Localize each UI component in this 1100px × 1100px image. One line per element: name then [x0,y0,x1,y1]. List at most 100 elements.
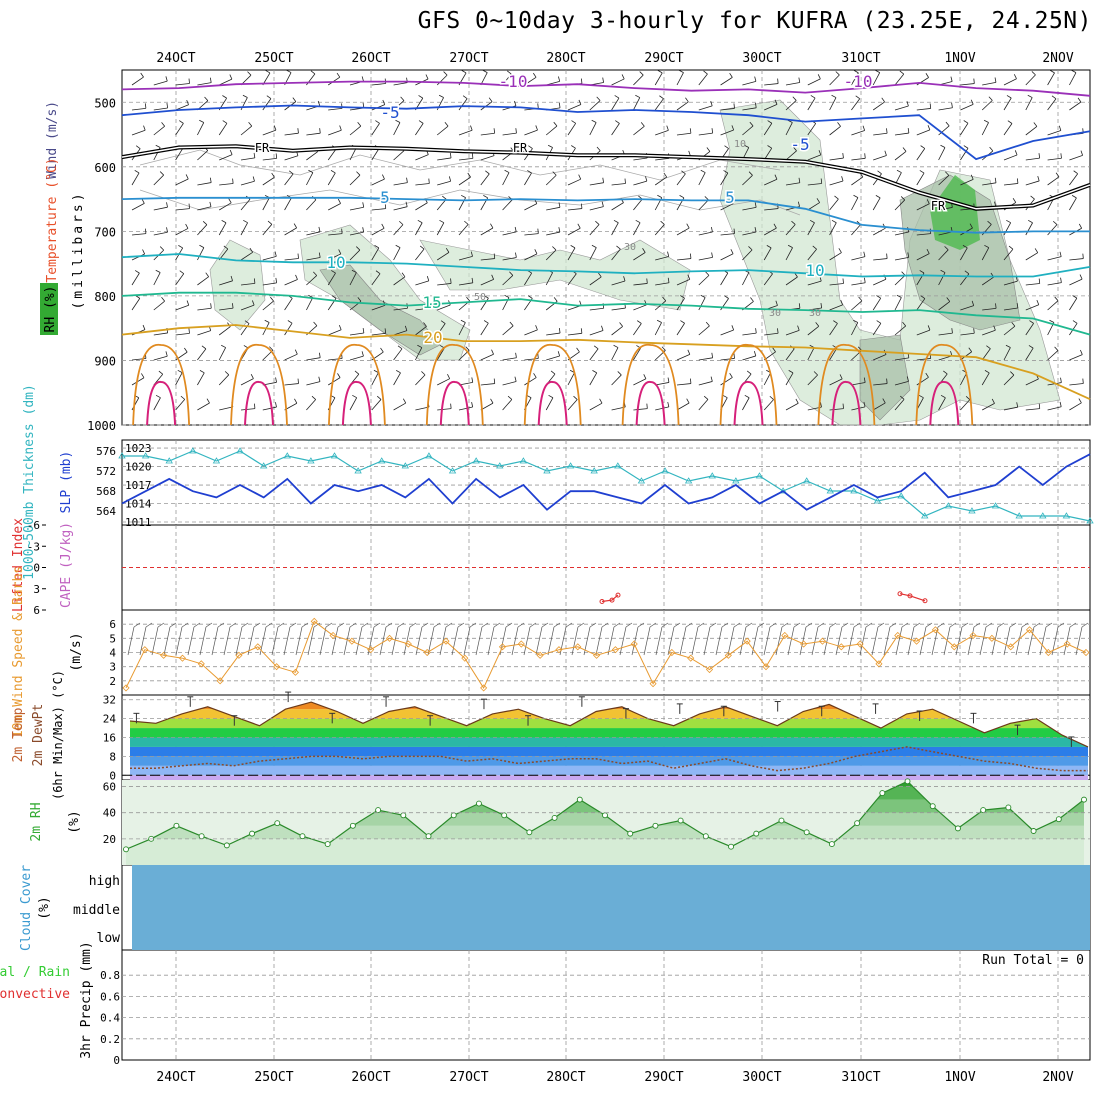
wind-barb [371,273,381,286]
wind-barb [763,273,773,286]
wind-barb-flag [514,100,517,106]
wind10-barb-flag [985,622,993,628]
wind-barb-flag [613,219,619,224]
wind-barb [153,397,161,411]
wind-barb [981,100,993,111]
rh-contour-label: 30 [809,308,821,319]
wind-barb [545,174,557,186]
wind-barb [567,247,576,261]
wind-barb [349,206,364,211]
wind-barb [851,130,865,136]
wind-barb-flag [1008,245,1014,250]
wind10-point [197,660,205,668]
wind-barb-flag [199,119,204,123]
rh-shade [719,99,1061,426]
wind-barb [611,248,621,261]
wind-barb-flag [507,395,513,400]
wind-barb [655,157,670,161]
wind-barb [262,224,273,236]
wind-barb [153,125,165,136]
wind10-barb-flag [229,622,237,628]
wind-barb [218,326,231,336]
wind-barb-flag [754,76,757,82]
wind-barb [458,256,473,261]
wind-barb [197,307,212,311]
ylabel-millibars: (millibars) [71,190,86,309]
wind-barb [349,231,364,236]
wind-barb [1003,280,1018,286]
wind-barb-flag [205,272,210,277]
wind-barb [175,83,190,86]
wind-barb [676,278,690,286]
wind-barb [328,129,342,136]
rh-point [929,803,936,810]
wind-barb [1047,224,1058,236]
wind-barb [175,372,183,386]
wind-barb [131,107,146,111]
rh-point [501,812,508,819]
wind-barb-flag [835,71,840,76]
wind-barb [153,231,168,236]
wind-barb-flag [362,227,365,233]
wind-barb [262,176,275,186]
wind10-point [837,643,845,651]
wind-barb [676,383,691,386]
wind10-point [950,643,958,651]
wind-barb [1003,97,1012,111]
wind-barb-flag [926,199,930,204]
wind10-point [969,631,977,640]
wind-barb-flag [402,398,407,404]
date-label-bottom: 30OCT [742,1070,781,1085]
wind10-point [442,637,450,645]
wind-barb-flag [635,219,641,224]
wind-barb [393,247,401,261]
thickness-point [189,447,197,454]
rh-shade [419,239,691,311]
wind-barb-flag [361,351,364,357]
wind-barb [807,325,820,336]
wind10-point [705,665,714,674]
cloud-cover-fill [132,865,1090,950]
wind-barb-flag [537,103,539,109]
wind-barb [1003,183,1018,186]
wind-barb [1025,283,1040,286]
wind-barb-flag [986,345,991,349]
wind10-point [611,646,619,654]
precip-tick-label: 0.6 [100,990,120,1003]
wind10-point [329,631,337,640]
wind-barb [916,108,931,111]
wind-barb-flag [250,373,254,379]
thickness-point [472,457,480,464]
wind-barb [524,203,538,211]
wind10-barb [403,626,411,656]
wind-barb-flag [330,170,336,174]
wind10-barb-flag [1081,622,1089,628]
wind-barb-flag [863,251,866,257]
thickness-point [307,457,315,464]
chart-title: GFS 0~10day 3-hourly for KUFRA (23.25E, … [417,8,1092,34]
wind-barb-flag [471,153,474,159]
date-label-top: 30OCT [742,51,781,66]
wind10-barb-flag [505,622,513,628]
wind-barb [327,377,341,386]
wind-barb-flag [490,223,494,229]
wind-tick-label: 6 [109,618,116,631]
wind-barb [306,357,321,361]
wind-barb-flag [1034,248,1039,253]
temp-tick-label: 8 [109,750,116,763]
wind-barb [371,399,382,411]
wind-barb-flag [466,296,470,302]
wind-barb [894,380,909,386]
wind-barb-flag [552,171,557,176]
wind-barb-flag [406,177,408,183]
wind10-barb [775,626,783,656]
wind-barb [589,182,604,186]
wind-barb [1025,126,1038,136]
wind-barb-flag [722,394,728,399]
wind-barb-flag [902,321,907,327]
wind10-barb [979,626,987,656]
wind-barb-flag [1030,195,1035,200]
wind10-barb-flag [841,622,849,628]
li-point [599,599,605,604]
wind-barb [960,247,968,261]
